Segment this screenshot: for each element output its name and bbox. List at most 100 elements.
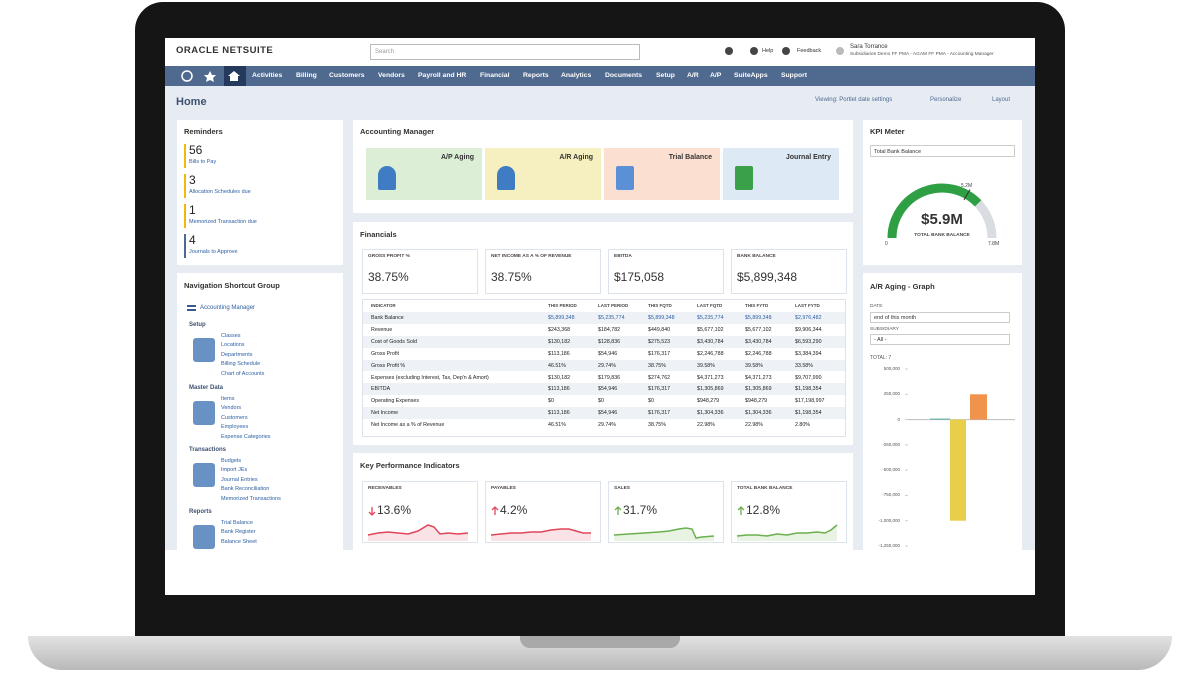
table-cell[interactable]: $0	[648, 398, 654, 405]
table-cell[interactable]: 38.75%	[648, 362, 666, 369]
nav-item[interactable]: SuiteApps	[734, 72, 768, 79]
table-cell[interactable]: $17,198,997	[795, 398, 825, 405]
table-cell[interactable]: $179,836	[598, 374, 621, 381]
shortcut-link[interactable]: Billing Schedule	[221, 361, 261, 368]
tile-label[interactable]: A/P Aging	[440, 154, 474, 161]
table-cell[interactable]: 22.98%	[697, 422, 715, 429]
reminder-label[interactable]: Allocation Schedules due	[189, 189, 251, 195]
nav-item[interactable]: Activities	[252, 72, 283, 79]
nav-item[interactable]: Setup	[656, 72, 675, 79]
table-cell[interactable]: 46.51%	[548, 362, 566, 369]
reminder-count[interactable]: 56	[189, 143, 203, 157]
table-cell[interactable]: $243,368	[548, 326, 571, 333]
shortcut-link[interactable]: Import JEs	[221, 467, 248, 474]
tile-label[interactable]: Trial Balance	[668, 154, 712, 161]
shortcut-link[interactable]: Bank Register	[221, 529, 256, 536]
table-cell[interactable]: $1,198,354	[795, 386, 822, 393]
nav-item[interactable]: Analytics	[561, 72, 592, 79]
layout-menu[interactable]: Layout	[992, 97, 1011, 103]
table-cell[interactable]: $5,235,774	[598, 315, 625, 321]
table-cell[interactable]: $4,371,273	[745, 374, 772, 381]
table-cell[interactable]: $1,198,354	[795, 410, 822, 417]
reminder-label[interactable]: Bills to Pay	[189, 159, 217, 165]
table-cell[interactable]: $9,707,990	[795, 374, 822, 381]
subsidiary-select[interactable]: - All -	[870, 334, 1010, 345]
table-cell[interactable]: $3,430,784	[697, 338, 724, 345]
table-cell[interactable]: $948,279	[745, 398, 768, 405]
table-cell[interactable]: $0	[598, 398, 604, 405]
table-cell[interactable]: $130,182	[548, 338, 571, 345]
reminder-count[interactable]: 4	[189, 233, 196, 247]
table-cell[interactable]: $184,782	[598, 326, 621, 333]
shortcut-link[interactable]: Customers	[221, 414, 248, 421]
table-cell[interactable]: 33.58%	[795, 362, 813, 369]
table-cell[interactable]: 38.75%	[648, 422, 666, 429]
shortcut-link[interactable]: Budgets	[221, 458, 242, 464]
table-cell[interactable]: $176,317	[648, 386, 671, 393]
table-cell[interactable]: $5,677,102	[697, 326, 724, 333]
table-cell[interactable]: $1,305,869	[745, 386, 772, 393]
search-box[interactable]: Search	[370, 44, 640, 60]
personalize-menu[interactable]: Personalize	[930, 97, 962, 103]
table-cell[interactable]: $3,430,784	[745, 338, 772, 345]
table-cell[interactable]: $1,304,336	[697, 410, 724, 417]
table-cell[interactable]: $449,840	[648, 326, 671, 333]
table-cell[interactable]: $1,305,869	[697, 386, 724, 393]
table-cell[interactable]: $176,317	[648, 350, 671, 357]
user-name[interactable]: Sara Torrance	[850, 44, 888, 50]
table-cell[interactable]: $0	[548, 398, 554, 405]
table-cell[interactable]: $275,523	[648, 338, 671, 345]
table-cell[interactable]: $5,899,348	[548, 315, 575, 321]
nav-item[interactable]: Customers	[329, 72, 365, 79]
nav-item[interactable]: A/R	[687, 72, 699, 79]
nav-item[interactable]: Payroll and HR	[418, 72, 467, 79]
table-cell[interactable]: $2,976,482	[795, 315, 822, 321]
shortcut-link[interactable]: Bank Reconciliation	[221, 486, 270, 493]
meter-select[interactable]: Total Bank Balance	[870, 145, 1015, 157]
table-cell[interactable]: $2,246,788	[745, 350, 772, 357]
shortcut-link[interactable]: Vendors	[221, 405, 242, 412]
shortcut-link[interactable]: Departments	[221, 351, 253, 358]
shortcut-link[interactable]: Trial Balance	[221, 520, 253, 526]
table-cell[interactable]: $54,946	[598, 410, 618, 417]
reminder-count[interactable]: 1	[189, 203, 196, 217]
table-cell[interactable]: $5,677,102	[745, 326, 772, 333]
table-cell[interactable]: 39.58%	[697, 362, 715, 369]
shortcut-link[interactable]: Memorized Transactions	[221, 495, 281, 502]
table-cell[interactable]: $4,371,273	[697, 374, 724, 381]
help-link[interactable]: Help	[762, 48, 774, 54]
table-cell[interactable]: $948,279	[697, 398, 720, 405]
reminder-label[interactable]: Journals to Approve	[189, 249, 238, 255]
tile-label[interactable]: A/R Aging	[559, 154, 593, 161]
table-cell[interactable]: 46.51%	[548, 422, 566, 429]
reminder-count[interactable]: 3	[189, 173, 196, 187]
nav-item[interactable]: Vendors	[378, 72, 405, 79]
table-cell[interactable]: $54,946	[598, 350, 618, 357]
table-cell[interactable]: 39.58%	[745, 362, 763, 369]
table-cell[interactable]: $113,186	[548, 410, 570, 417]
shortcut-link[interactable]: Balance Sheet	[221, 538, 257, 545]
table-cell[interactable]: $5,899,348	[648, 315, 675, 321]
table-cell[interactable]: $5,235,774	[697, 315, 724, 321]
shortcut-link[interactable]: Locations	[221, 342, 245, 349]
table-cell[interactable]: 22.98%	[745, 422, 763, 429]
nav-item[interactable]: Documents	[605, 72, 643, 79]
table-cell[interactable]: 29.74%	[598, 422, 616, 429]
feedback-link[interactable]: Feedback	[797, 48, 822, 54]
nav-item[interactable]: Reports	[523, 72, 549, 79]
table-cell[interactable]: $176,317	[648, 410, 671, 417]
viewing-menu[interactable]: Viewing: Portlet date settings	[815, 97, 893, 103]
table-cell[interactable]: $6,593,290	[795, 338, 822, 345]
table-cell[interactable]: 2.80%	[795, 422, 811, 429]
table-cell[interactable]: $9,906,344	[795, 326, 822, 333]
shortcut-link[interactable]: Expense Categories	[221, 433, 271, 440]
nav-item[interactable]: Financial	[480, 72, 510, 79]
shortcut-link[interactable]: Chart of Accounts	[221, 370, 265, 377]
table-cell[interactable]: $128,836	[598, 338, 621, 345]
table-cell[interactable]: $113,186	[548, 386, 570, 393]
table-cell[interactable]: $54,946	[598, 386, 618, 393]
nav-item[interactable]: Billing	[296, 72, 317, 79]
table-cell[interactable]: $130,182	[548, 374, 571, 381]
nav-item[interactable]: Support	[781, 72, 808, 79]
table-cell[interactable]: 29.74%	[598, 362, 616, 369]
